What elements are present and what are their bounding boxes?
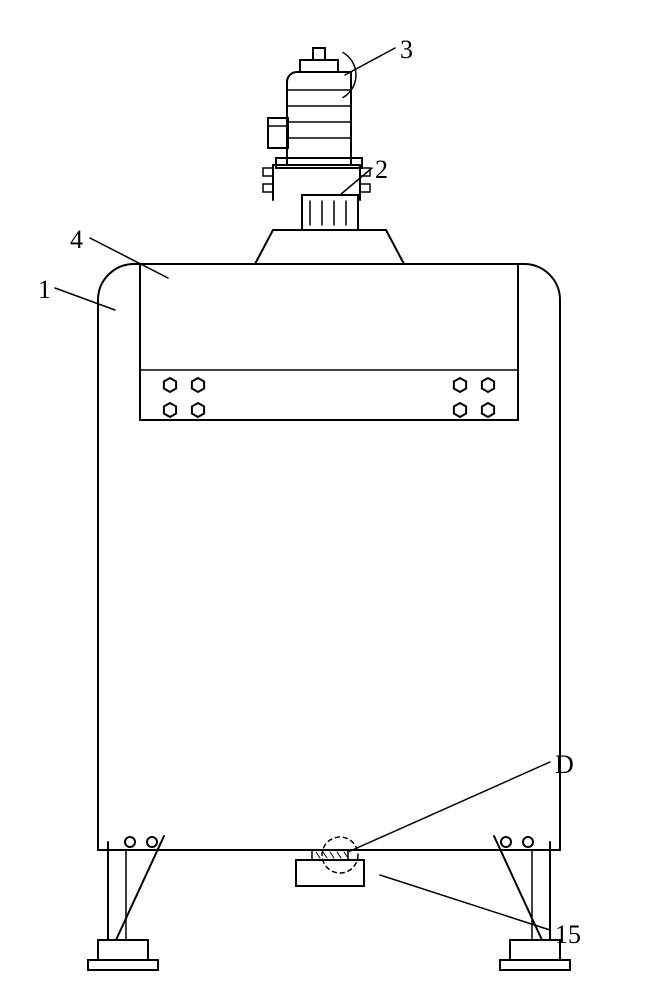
motor-body — [287, 72, 351, 165]
diagram-canvas: 1 2 3 4 D 15 — [0, 0, 650, 1000]
tank-body — [98, 264, 560, 850]
leader-line — [55, 288, 115, 310]
callout-3-label: 3 — [400, 35, 413, 65]
leader-line — [90, 238, 168, 278]
leader-line — [348, 762, 550, 852]
bolt-icon — [454, 378, 466, 392]
detail-D-circle — [322, 837, 358, 873]
leader-line — [340, 168, 372, 195]
bolt-icon — [192, 403, 204, 417]
callout-4-label: 4 — [70, 225, 83, 255]
bolt-icon — [454, 403, 466, 417]
tank-mixer-diagram — [0, 0, 650, 1000]
bolt-icon — [164, 378, 176, 392]
bolt-icon — [164, 403, 176, 417]
bolt-icon — [482, 403, 494, 417]
callout-1-label: 1 — [38, 275, 51, 305]
callout-D-label: D — [555, 750, 574, 780]
bolt-icon — [192, 378, 204, 392]
callout-2-label: 2 — [375, 155, 388, 185]
callout-15-label: 15 — [555, 920, 581, 950]
bolt-icon — [482, 378, 494, 392]
